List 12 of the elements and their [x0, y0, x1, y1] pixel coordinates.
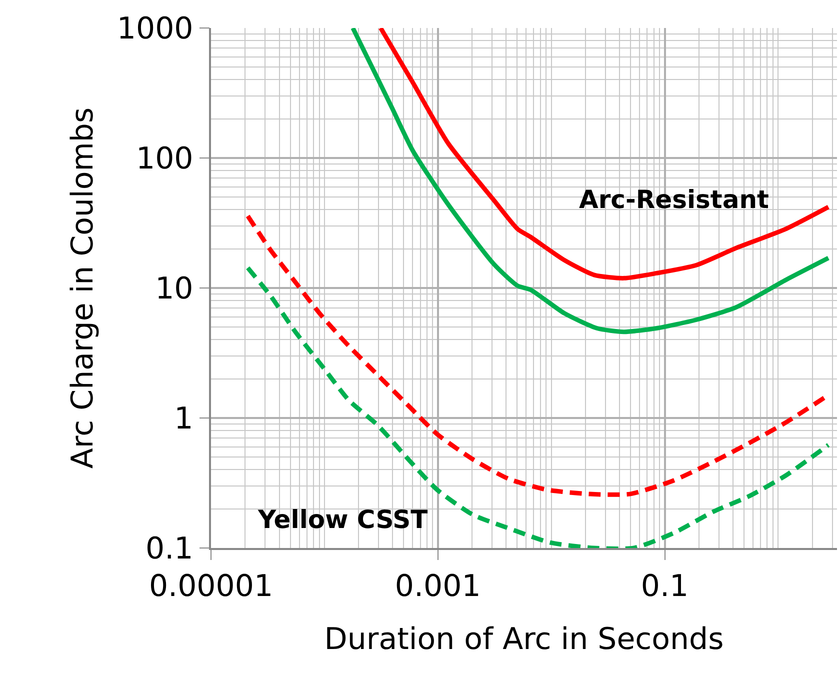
y-tick-label: 1000: [116, 12, 194, 46]
y-axis-title: Arc Charge in Coulombs: [65, 107, 100, 469]
x-tick-label: 0.00001: [148, 568, 274, 604]
y-tick-label: 10: [155, 272, 194, 306]
x-axis-title: Duration of Arc in Seconds: [324, 622, 724, 657]
x-tick-label: 0.1: [640, 568, 689, 604]
x-tick-label: 0.001: [394, 568, 481, 604]
annotation: Arc-Resistant: [579, 185, 770, 214]
annotation: Yellow CSST: [257, 505, 428, 534]
y-tick-label: 100: [136, 142, 194, 176]
y-tick-label: 1: [174, 402, 194, 436]
y-tick-label: 0.1: [146, 532, 194, 566]
